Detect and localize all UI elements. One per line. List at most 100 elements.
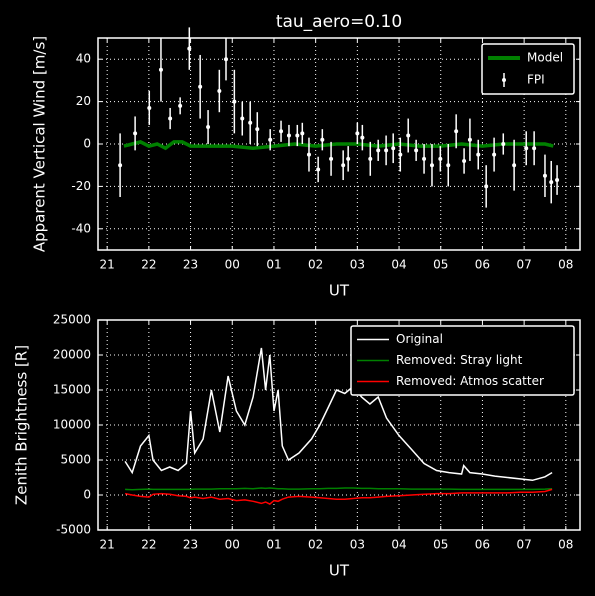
point	[446, 163, 451, 168]
error-point	[549, 160, 554, 204]
point	[467, 137, 472, 142]
error-point	[524, 131, 529, 166]
point	[360, 135, 365, 140]
error-point	[178, 97, 183, 115]
x-tick-label: 23	[183, 538, 198, 552]
error-point	[133, 116, 138, 151]
point	[429, 163, 434, 168]
point	[198, 84, 203, 89]
x-tick-label: 06	[475, 258, 490, 272]
error-point	[206, 110, 211, 144]
error-point	[300, 122, 305, 144]
point	[484, 184, 489, 189]
point	[492, 152, 497, 157]
error-point	[248, 101, 253, 144]
point	[320, 137, 325, 142]
legend-label: Removed: Atmos scatter	[396, 374, 544, 388]
point	[232, 99, 237, 104]
error-point	[446, 144, 451, 187]
x-tick-label: 07	[516, 538, 531, 552]
point	[217, 89, 222, 93]
point	[306, 152, 311, 157]
x-axis-label: UT	[329, 282, 350, 300]
error-point	[492, 137, 497, 172]
y-tick-label: 10000	[53, 418, 91, 432]
error-point	[542, 154, 547, 197]
error-point	[532, 131, 537, 166]
error-point	[320, 129, 325, 151]
point	[501, 142, 506, 146]
point	[295, 133, 300, 138]
error-point	[346, 146, 351, 172]
point	[355, 131, 360, 136]
x-tick-label: 08	[558, 258, 573, 272]
point	[346, 156, 351, 161]
point	[168, 116, 173, 121]
error-point	[429, 144, 434, 187]
error-point	[384, 135, 389, 166]
x-tick-label: 22	[141, 258, 156, 272]
x-tick-label: 07	[516, 258, 531, 272]
error-point	[268, 129, 273, 151]
point	[454, 129, 459, 134]
error-point	[501, 133, 506, 155]
y-tick-label: 25000	[53, 313, 91, 327]
error-point	[555, 165, 560, 195]
data-line	[125, 487, 553, 491]
error-point	[414, 139, 419, 161]
point	[187, 46, 192, 51]
error-point	[376, 139, 381, 161]
data-line	[124, 488, 553, 505]
error-point	[118, 133, 123, 197]
error-point	[217, 69, 222, 113]
chart-title: tau_aero=0.10	[276, 12, 402, 32]
point	[279, 129, 284, 134]
legend-box	[350, 325, 575, 396]
point	[376, 148, 381, 153]
legend-label: Original	[396, 332, 443, 346]
error-point	[484, 165, 489, 208]
x-axis-label: UT	[329, 562, 350, 580]
error-point	[279, 120, 284, 142]
error-point	[422, 144, 427, 174]
x-tick-label: 02	[308, 258, 323, 272]
error-point	[232, 69, 237, 134]
point	[268, 137, 273, 142]
y-tick-label: 15000	[53, 383, 91, 397]
error-point	[295, 124, 300, 147]
error-point	[360, 124, 365, 151]
point	[512, 163, 517, 168]
error-point	[255, 112, 260, 147]
x-tick-label: 21	[100, 538, 115, 552]
y-tick-label: -5000	[56, 523, 91, 537]
point	[524, 146, 529, 151]
point	[329, 156, 334, 161]
point	[532, 146, 537, 151]
plot-frame	[97, 319, 581, 531]
error-point	[462, 148, 467, 174]
x-tick-label: 03	[350, 538, 365, 552]
point	[240, 116, 245, 121]
error-point	[316, 156, 321, 183]
x-tick-label: 05	[433, 538, 448, 552]
point	[248, 120, 253, 125]
x-tick-label: 04	[391, 538, 406, 552]
y-tick-label: -40	[71, 221, 91, 235]
error-point	[187, 27, 192, 70]
point	[158, 67, 163, 72]
x-tick-label: 21	[100, 258, 115, 272]
error-point	[476, 139, 481, 170]
legend-label: Removed: Stray light	[396, 353, 523, 367]
error-point	[147, 91, 152, 125]
error-point	[168, 107, 173, 130]
error-point	[224, 38, 229, 81]
error-point	[306, 137, 311, 172]
legend-symbol	[502, 78, 506, 82]
point	[438, 156, 443, 161]
x-tick-label: 02	[308, 538, 323, 552]
error-point	[512, 139, 517, 191]
y-tick-label: -20	[71, 179, 91, 193]
plot-frame	[97, 37, 581, 251]
point	[476, 152, 481, 157]
point	[255, 127, 260, 132]
